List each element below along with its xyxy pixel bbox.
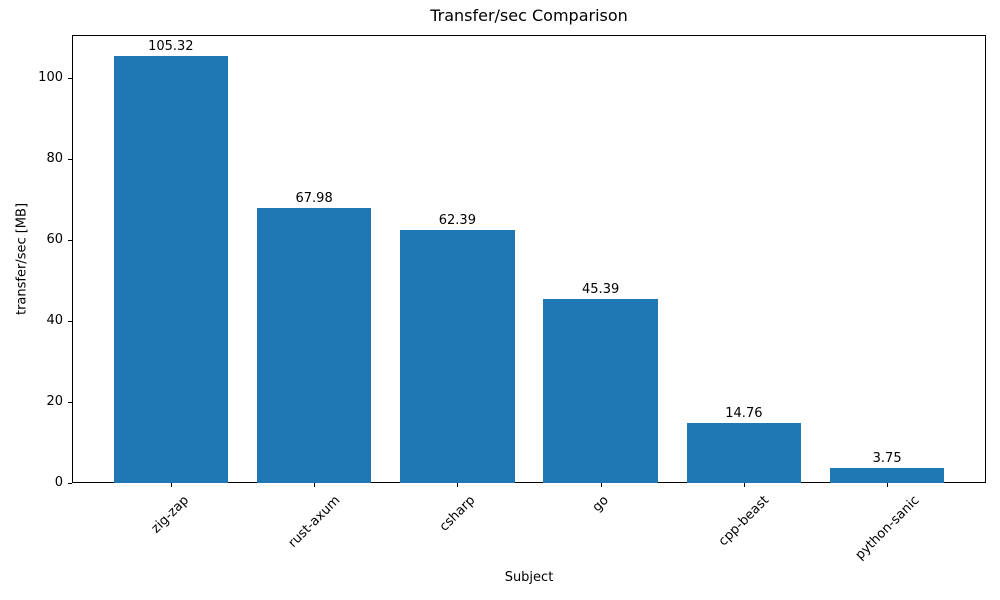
x-axis-label: Subject [504, 570, 554, 585]
bar-value-label: 14.76 [725, 406, 763, 422]
bar [686, 423, 802, 483]
x-tick-label: zig-zap [149, 493, 193, 537]
bar-value-label: 105.32 [148, 39, 194, 55]
chart-title: Transfer/sec Comparison [430, 6, 628, 25]
x-tick-label: rust-axum [285, 493, 344, 551]
x-tick-label: csharp [436, 493, 479, 535]
y-tick-mark [68, 77, 72, 79]
x-tick-mark [600, 483, 602, 487]
bar [400, 230, 515, 483]
y-tick-mark [68, 483, 72, 484]
y-tick-mark [68, 320, 72, 322]
bar-value-label: 3.75 [872, 450, 902, 466]
y-axis-label: transfer/sec [MB] [14, 202, 30, 316]
bar [543, 299, 658, 483]
x-tick-mark [170, 483, 172, 487]
x-tick-label: cpp-beast [715, 493, 772, 550]
y-tick-label: 100 [38, 69, 63, 85]
bar-value-label: 67.98 [295, 190, 333, 206]
y-tick-mark [68, 239, 72, 241]
x-tick-label: python-sanic [852, 493, 923, 563]
y-tick-label: 60 [46, 231, 63, 247]
x-tick-mark [457, 483, 459, 487]
bar-value-label: 62.39 [438, 213, 476, 229]
bar [113, 56, 229, 483]
bar [829, 467, 945, 483]
x-tick-label: go [589, 493, 612, 516]
y-tick-label: 20 [46, 393, 63, 409]
bar-value-label: 45.39 [582, 282, 620, 298]
y-tick-label: 40 [46, 312, 63, 328]
y-tick-mark [68, 401, 72, 403]
y-tick-label: 80 [46, 150, 63, 166]
y-tick-mark [68, 158, 72, 160]
y-tick-label: 0 [54, 475, 63, 490]
x-tick-mark [314, 483, 316, 487]
x-tick-mark [887, 483, 889, 487]
x-tick-mark [743, 483, 745, 487]
bar [256, 207, 372, 483]
